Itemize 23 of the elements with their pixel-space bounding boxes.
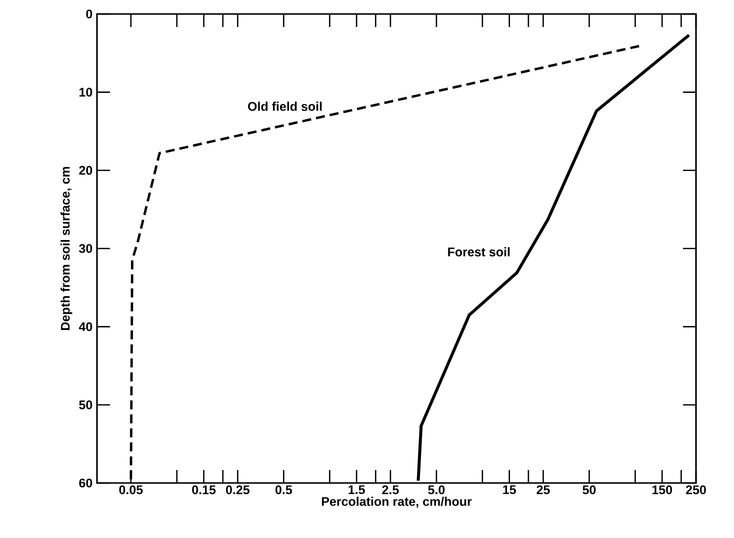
- x-tick-label: 150: [652, 485, 672, 494]
- series-label: Forest soil: [448, 247, 510, 256]
- x-tick-label: 1.5: [348, 485, 365, 494]
- y-tick-label: 20: [79, 166, 92, 175]
- x-tick-label: 50: [582, 485, 596, 494]
- x-tick-label: 5.0: [428, 485, 445, 494]
- series-label: Old field soil: [248, 102, 322, 111]
- y-tick-label: 30: [79, 244, 92, 253]
- x-tick-label: 15: [503, 485, 516, 494]
- x-tick-label: 0.05: [119, 485, 143, 494]
- x-tick-label: 0.5: [275, 485, 292, 494]
- x-tick-label: 250: [686, 485, 706, 494]
- y-tick-label: 40: [78, 322, 92, 332]
- y-tick-label: 60: [79, 478, 92, 488]
- y-tick-label: 50: [79, 400, 92, 410]
- y-axis-title: Depth from soil surface, cm: [60, 166, 72, 330]
- y-tick-label: 0: [86, 10, 92, 18]
- x-tick-label: 0.15: [192, 485, 216, 494]
- x-tick-label: 25: [536, 485, 550, 494]
- x-tick-label: 0.25: [226, 485, 250, 494]
- y-tick-label: 10: [80, 88, 92, 97]
- x-axis-title: Percolation rate, cm/hour: [322, 496, 472, 508]
- x-tick-label: 2.5: [382, 485, 399, 494]
